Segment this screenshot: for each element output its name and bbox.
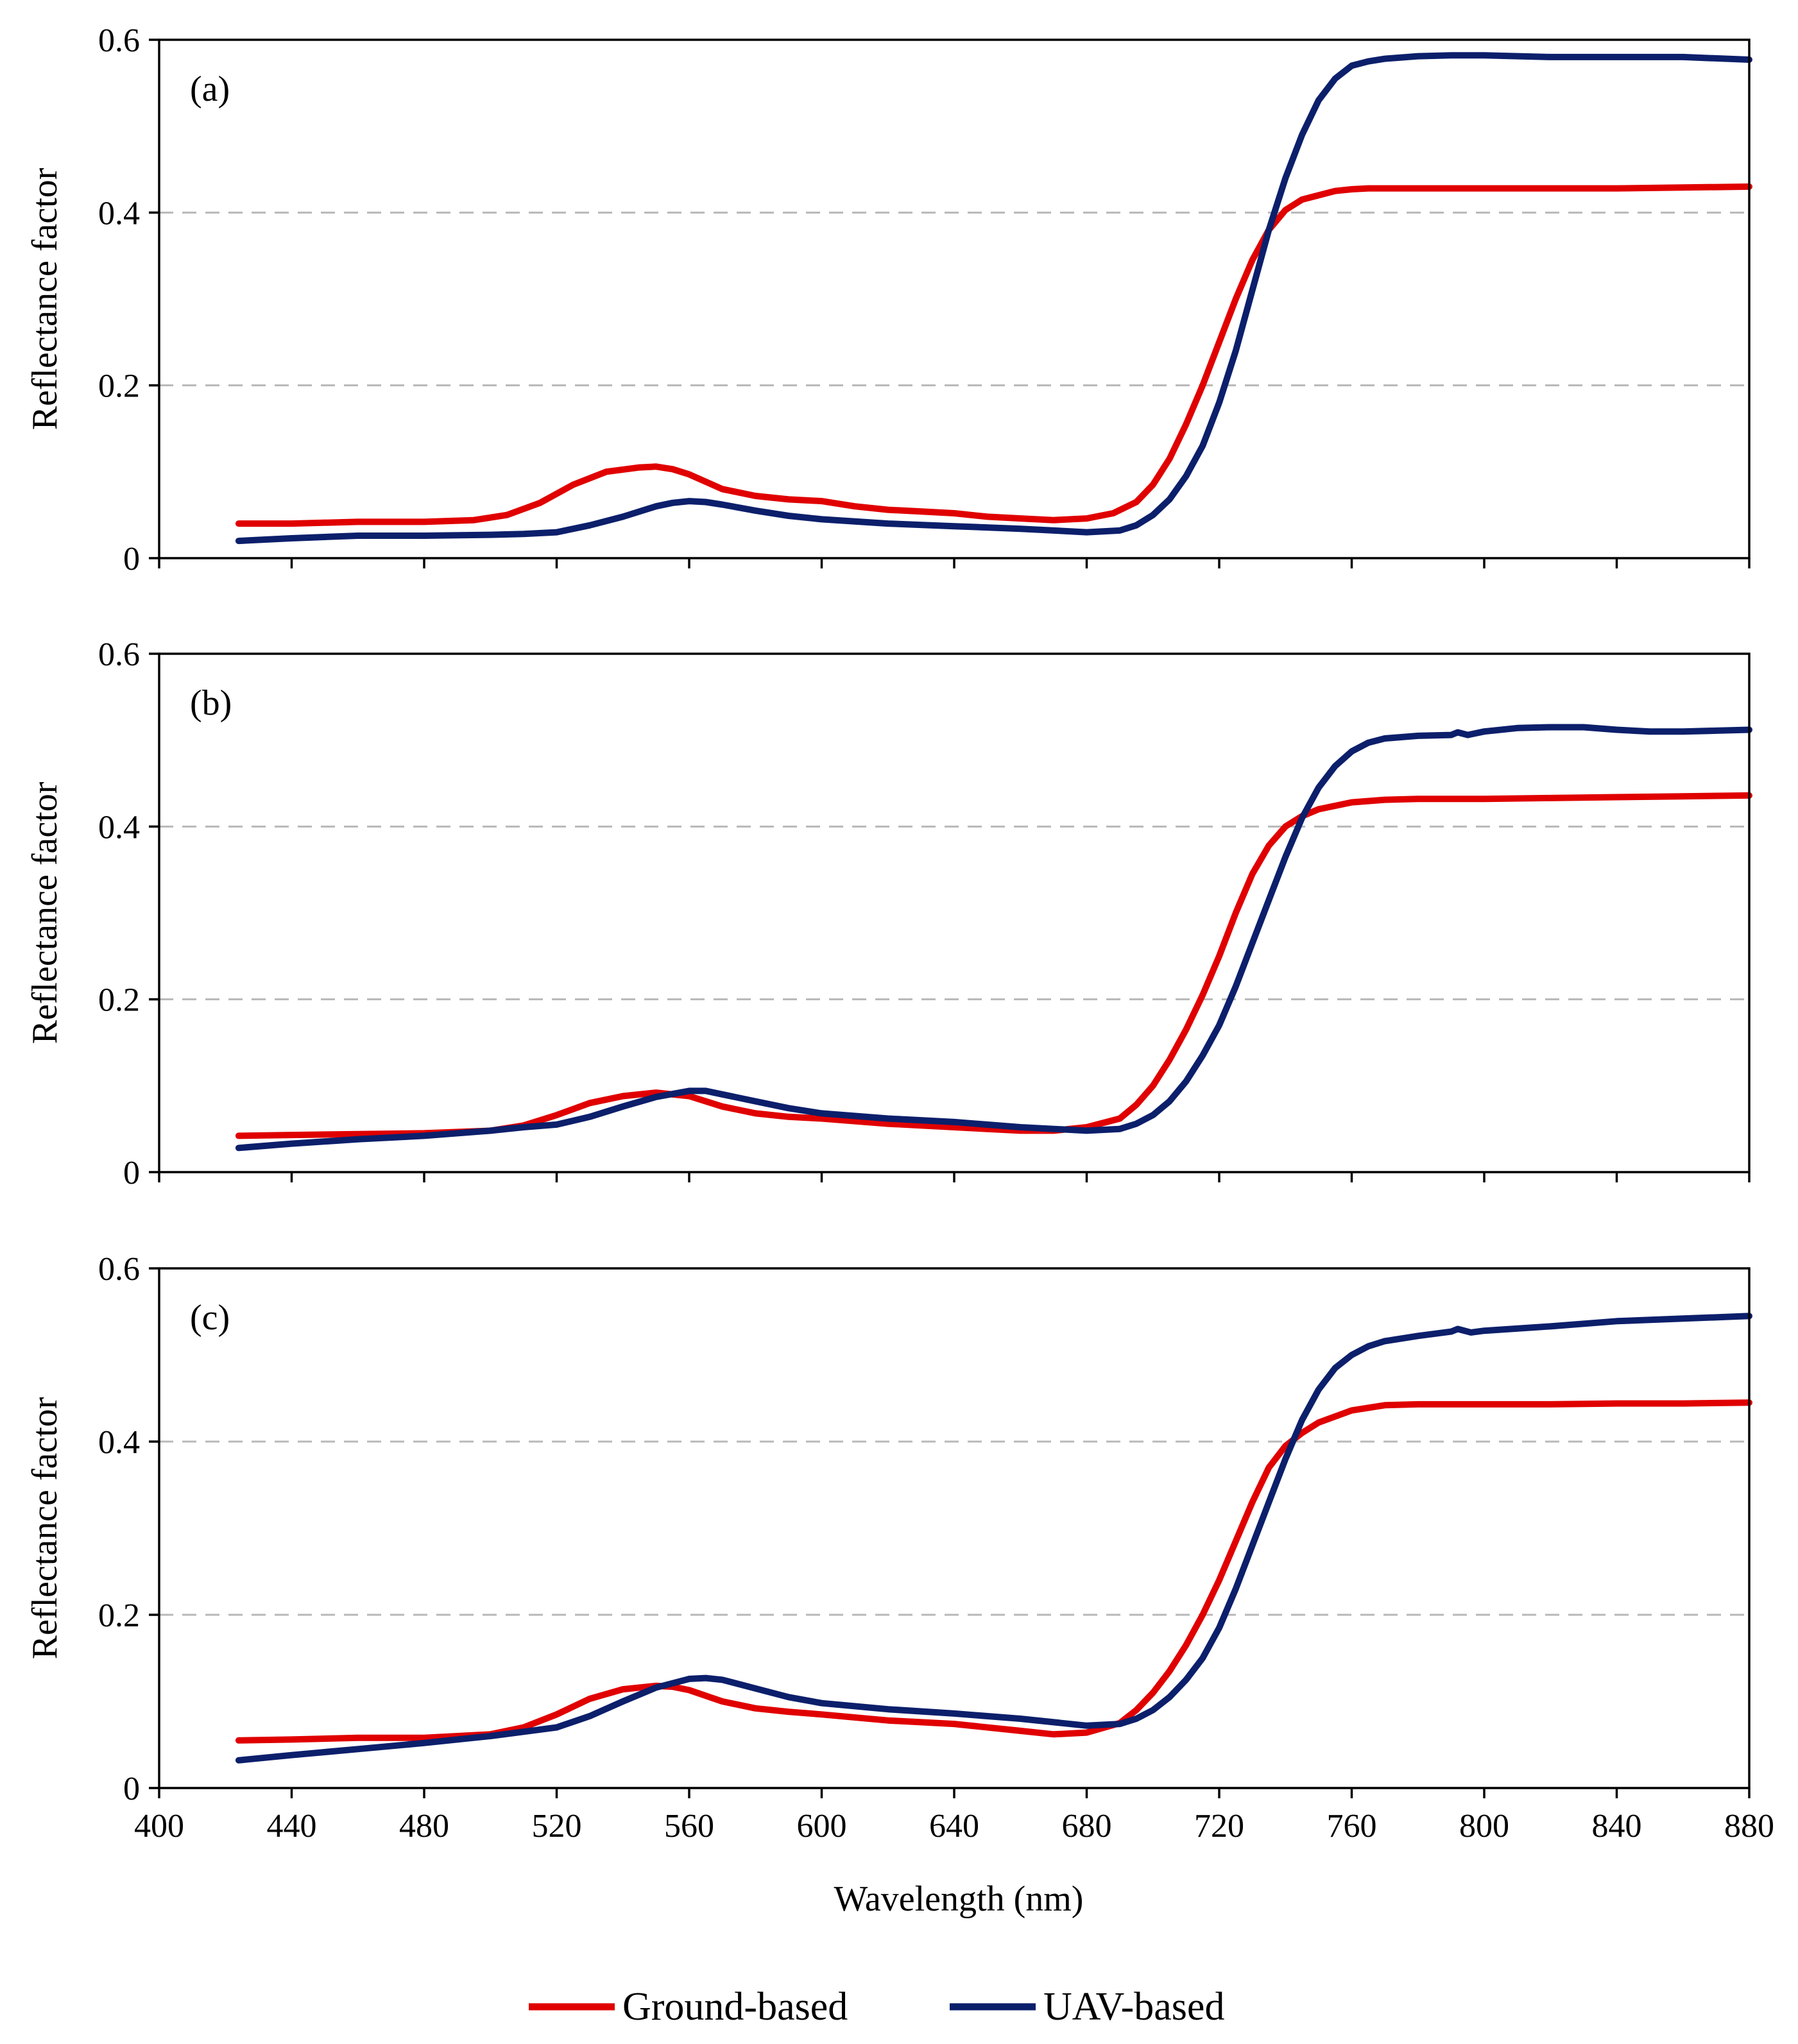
y-tick-label: 0 bbox=[123, 1155, 140, 1191]
y-tick-label: 0.4 bbox=[98, 809, 140, 846]
legend-uav-label: UAV-based bbox=[1043, 1985, 1224, 2029]
legend-ground-label: Ground-based bbox=[622, 1985, 848, 2029]
x-tick-label: 480 bbox=[399, 1808, 449, 1844]
x-tick-label: 640 bbox=[929, 1808, 979, 1844]
plot-frame bbox=[158, 38, 1751, 559]
y-axis-title: Reflectance factor bbox=[25, 781, 65, 1044]
y-axis-title: Reflectance factor bbox=[25, 167, 65, 430]
y-tick-label: 0 bbox=[123, 1771, 140, 1807]
series-line-ground-based bbox=[235, 1399, 1752, 1744]
x-tick-label: 800 bbox=[1459, 1808, 1509, 1844]
y-tick-label: 0.2 bbox=[98, 982, 140, 1019]
x-tick-label: 400 bbox=[134, 1808, 184, 1844]
y-tick-label: 0.2 bbox=[98, 368, 140, 405]
y-axis-title: Reflectance factor bbox=[25, 1397, 65, 1659]
legend: Ground-based UAV-based bbox=[529, 1985, 1224, 2029]
panel-b: 0 0.2 0.4 0.6 (b) Reflectance factor bbox=[25, 636, 1752, 1191]
panel-label: (b) bbox=[190, 683, 232, 723]
y-tick-label: 0.4 bbox=[98, 1424, 140, 1461]
x-axis-title: Wavelength (nm) bbox=[834, 1879, 1084, 1919]
series-line-uav-based bbox=[235, 52, 1752, 545]
y-tick-label: 0.2 bbox=[98, 1597, 140, 1634]
y-tick-label: 0.6 bbox=[98, 22, 140, 59]
x-tick-label: 880 bbox=[1724, 1808, 1774, 1844]
series-line-uav-based bbox=[235, 724, 1752, 1152]
x-tick-label: 440 bbox=[267, 1808, 317, 1844]
y-tick-label: 0.6 bbox=[98, 1251, 140, 1288]
panel-c: 0 0.2 0.4 0.6 400 440 480 520 560 600 640 680 720 760… bbox=[25, 1251, 1774, 1844]
series-line-uav-based bbox=[235, 1313, 1752, 1764]
x-tick-label: 720 bbox=[1194, 1808, 1244, 1844]
x-tick-label: 760 bbox=[1327, 1808, 1377, 1844]
panels: 0 0.2 0.4 0.6 (a) Reflectance factor 0 0.2 0.4 0.… bbox=[25, 22, 1774, 1844]
series-line-ground-based bbox=[235, 792, 1752, 1139]
x-tick-label: 600 bbox=[797, 1808, 847, 1844]
y-tick-label: 0.6 bbox=[98, 636, 140, 673]
x-tick-label: 520 bbox=[532, 1808, 582, 1844]
panel-label: (c) bbox=[190, 1298, 230, 1338]
x-tick-label: 840 bbox=[1592, 1808, 1642, 1844]
y-tick-label: 0 bbox=[123, 541, 140, 577]
x-tick-label: 680 bbox=[1062, 1808, 1112, 1844]
series-line-ground-based bbox=[235, 183, 1752, 527]
panel-label: (a) bbox=[190, 69, 230, 109]
panel-a: 0 0.2 0.4 0.6 (a) Reflectance factor bbox=[25, 22, 1752, 577]
x-tick-label: 560 bbox=[664, 1808, 714, 1844]
y-tick-label: 0.4 bbox=[98, 195, 140, 232]
plot-frame bbox=[158, 1267, 1751, 1789]
